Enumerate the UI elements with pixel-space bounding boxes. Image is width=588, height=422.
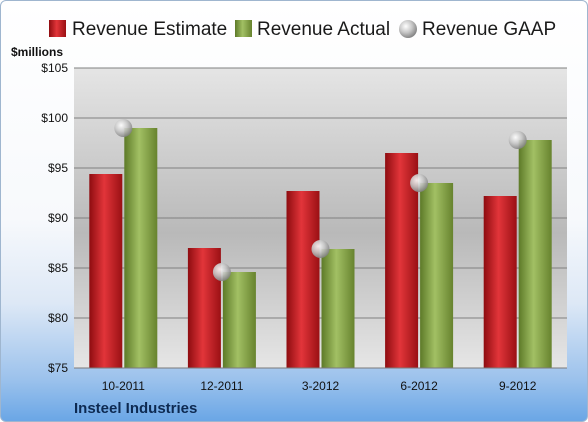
x-tick-label: 10-2011 (102, 379, 145, 393)
marker-revenue-gaap (212, 263, 231, 281)
legend-swatch-revenue-actual (235, 20, 252, 37)
legend-label-revenue-actual: Revenue Actual (257, 19, 390, 40)
x-axis-ticks: 10-2011 12-2011 3-2012 6-2012 9-2012 (102, 379, 537, 393)
y-tick-label: $75 (48, 361, 68, 375)
y-axis-label: $millions (11, 45, 63, 59)
marker-revenue-gaap (114, 119, 133, 137)
marker-revenue-gaap (508, 131, 527, 149)
legend-swatch-revenue-estimate (49, 20, 66, 37)
x-tick-label: 12-2011 (200, 379, 243, 393)
legend-item-revenue-actual: Revenue Actual (235, 19, 390, 40)
marker-revenue-gaap (311, 240, 330, 258)
y-tick-label: $80 (48, 311, 68, 325)
legend-item-revenue-estimate: Revenue Estimate (49, 19, 227, 40)
bar-revenue-actual (518, 140, 552, 368)
bar-revenue-actual (222, 272, 256, 368)
bar-revenue-estimate (89, 174, 123, 368)
bar-revenue-actual (124, 128, 158, 368)
y-tick-label: $85 (48, 261, 68, 275)
y-tick-label: $105 (41, 61, 68, 75)
bar-revenue-estimate (286, 191, 320, 368)
legend-item-revenue-gaap: Revenue GAAP (399, 19, 556, 40)
bars (89, 128, 552, 368)
gaap-markers (114, 119, 527, 281)
legend: Revenue Estimate Revenue Actual Revenue … (49, 19, 556, 40)
legend-marker-revenue-gaap (399, 20, 417, 38)
bar-revenue-actual (321, 249, 355, 368)
x-tick-label: 6-2012 (400, 379, 438, 393)
y-axis-ticks: $75 $80 $85 $90 $95 $100 $105 (41, 61, 68, 375)
y-tick-label: $90 (48, 211, 68, 225)
bar-revenue-actual (420, 183, 454, 368)
x-tick-label: 3-2012 (302, 379, 340, 393)
marker-revenue-gaap (410, 174, 429, 192)
y-tick-label: $100 (41, 111, 68, 125)
company-name: Insteel Industries (74, 400, 197, 417)
x-tick-label: 9-2012 (499, 379, 537, 393)
bar-revenue-estimate (483, 196, 517, 368)
y-tick-label: $95 (48, 161, 68, 175)
legend-label-revenue-estimate: Revenue Estimate (72, 19, 227, 40)
legend-label-revenue-gaap: Revenue GAAP (422, 19, 556, 40)
